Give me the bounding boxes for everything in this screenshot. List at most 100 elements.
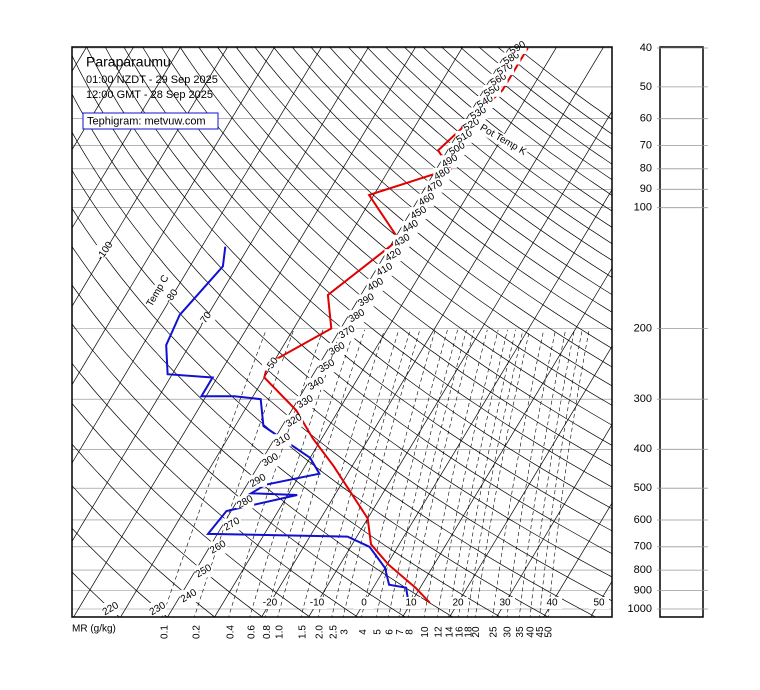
theta-label-bg [307,377,326,390]
theta-label-bg [496,63,515,76]
theta-label-bg [261,454,280,467]
theta-label-bg [284,414,303,427]
dry-adiabat [310,47,612,296]
dry-adiabat [459,47,612,165]
dry-adiabat [235,47,612,368]
theta-label-bg [409,207,428,220]
mr-tick-label: 45 [535,626,546,638]
theta-label-bg [476,96,495,109]
theta-label-bg [248,474,267,487]
mixing-ratio-line [458,329,516,617]
isotherm [72,47,276,386]
mr-tick-label: 18 [463,626,474,638]
theta-label-bg [357,294,376,307]
theta-label-bg [433,167,452,180]
theta-label-bg [393,234,412,247]
theta-label-bg [179,590,198,603]
mr-tick-label: 1.0 [275,625,286,639]
dry-adiabat [329,47,612,278]
mr-tick-label: 6 [385,629,396,635]
mixing-ratio-line [361,329,436,617]
dry-adiabat [422,47,612,196]
temp-label-bg [195,313,216,326]
mr-tick-label: 50 [544,626,555,638]
local-time: 01:00 NZDT - 29 Sep 2025 [86,74,218,86]
theta-label-bg [401,220,420,233]
theta-label-bg [375,263,394,276]
isotherm [402,267,612,617]
mr-tick-label: 14 [445,626,456,638]
axis-label-bg [476,121,530,159]
mr-tick-label: 0.4 [226,625,237,639]
mixing-ratio-line [342,329,421,617]
isotherm [72,47,323,464]
profile-line [165,246,410,601]
temp-label: 10 [405,598,417,609]
source-box [82,112,219,130]
mixing-ratio-line [407,329,475,617]
dry-adiabat [198,47,612,406]
pressure-label: 1000 [628,603,652,615]
dry-adiabat [72,485,216,617]
pressure-label: 500 [634,482,652,494]
isotherm [214,47,558,617]
theta-label-bg [489,73,508,86]
mr-tick-label: 3 [340,629,351,635]
theta-label-bg [273,434,292,447]
axis-label-bg [143,272,173,310]
theta-label-bg [347,310,366,323]
mr-tick-label: 0.2 [192,625,203,639]
dry-adiabat [72,207,549,617]
mixing-ratio-line [388,329,458,617]
mr-tick-label: 4 [358,629,369,635]
mixing-ratio-line [300,329,385,617]
temp-label-bg [260,597,280,609]
dry-adiabat [441,47,612,181]
temp-label: 0 [361,598,367,609]
mr-tick-label: 2.5 [328,625,339,639]
dry-adiabat [366,47,612,245]
temp-label-bg [401,597,421,609]
pressure-label: 800 [634,564,652,576]
mr-tick-label: 0.1 [160,625,171,639]
pressure-label: 200 [634,322,652,334]
mr-axis-label: MR (g/kg) [72,624,116,635]
dry-adiabat [478,47,612,150]
temp-label-bg [495,597,515,609]
theta-label-bg [502,52,521,65]
pressure-panel [659,46,704,618]
theta-label-bg [440,155,459,168]
plot-frame [71,46,613,618]
theta-label-bg [448,142,467,155]
mr-tick-label: 16 [454,626,465,638]
dry-adiabat [179,47,612,426]
isotherm [355,188,612,617]
dry-adiabat [254,47,612,349]
pressure-label: 90 [640,183,652,195]
temp-label-bg [95,245,116,258]
isotherm [496,423,612,617]
mr-tick-label: 20 [471,626,482,638]
pressure-label: 600 [634,514,652,526]
mr-tick-label: 0.8 [262,625,273,639]
pressure-label: 60 [640,113,652,125]
temp-label-bg [307,597,327,609]
theta-label-bg [338,326,357,339]
theta-label-bg [384,249,403,262]
mr-tick-label: 8 [404,629,415,635]
theta-label-bg [296,396,315,409]
mixing-ratio-line [161,329,267,617]
isotherm [120,47,464,617]
mixing-ratio-line [398,329,467,617]
theta-label-bg [508,42,527,55]
mr-tick-label: 1.5 [298,625,309,639]
mixing-ratio-line [448,329,508,617]
theta-label-bg [222,518,241,531]
pressure-label: 100 [634,202,652,214]
temp-label-bg [448,597,468,609]
pressure-label: 900 [634,585,652,597]
mr-tick-label: 30 [503,626,514,638]
temp-label-bg [161,290,182,303]
dry-adiabat [497,47,612,135]
theta-label-bg [194,565,213,578]
